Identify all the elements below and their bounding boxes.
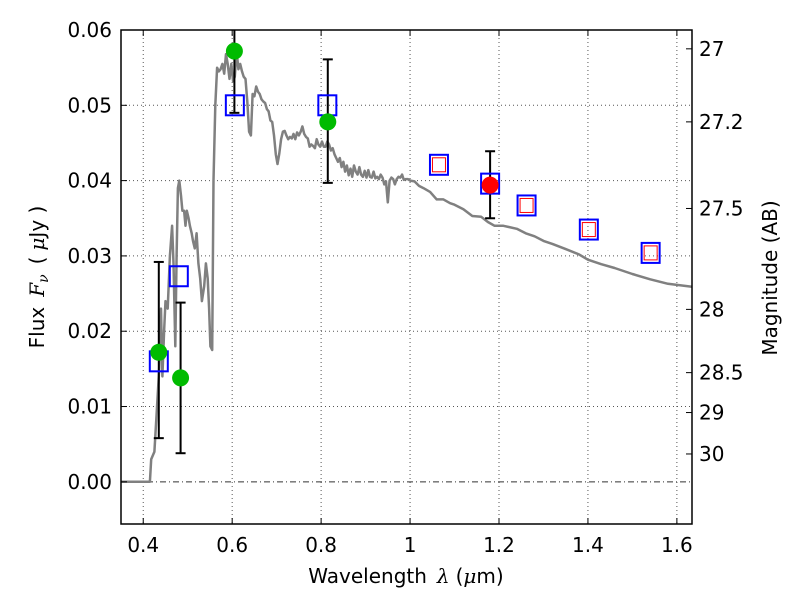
x-axis: 0.4 0.6 0.8 1 1.2 1.4 1.6 [127,30,693,557]
y-axis: 0.00 0.01 0.02 0.03 0.04 0.05 0.06 [67,18,127,494]
x-tick-label: 1.6 [661,533,693,557]
predicted-square-marker [581,222,596,238]
y-tick-label: 0.06 [67,18,112,42]
y-tick-label: 0.02 [67,319,112,343]
model-square-marker [428,153,449,176]
model-square-marker [640,241,661,264]
observed-nir-marker [481,176,499,194]
y-tick-label: 0.00 [67,470,112,494]
x-tick-label: 0.8 [305,533,337,557]
spectrum-line [121,49,692,484]
y-tick-label: 0.01 [67,395,112,419]
y2-tick-label: 27 [699,37,724,61]
x-tick-label: 1.4 [572,533,604,557]
y-axis-label: FluxFν(μJy ) [25,206,52,349]
y2-axis-label: Magnitude (AB) [758,200,782,355]
y2-tick-label: 28 [699,297,724,321]
observed-optical-marker [150,343,168,361]
y2-tick-label: 30 [699,442,724,466]
predicted-square-marker [519,197,534,213]
model-square-marker [224,94,245,117]
y2-tick-label: 27.2 [699,110,744,134]
y-tick-label: 0.04 [67,169,112,193]
predicted-square-marker [643,245,658,261]
model-square-marker [516,194,537,217]
y-tick-label: 0.03 [67,244,112,268]
observed-optical-marker [225,42,243,60]
y2-tick-label: 27.5 [699,196,744,220]
predicted-square-marker [431,157,446,173]
y-tick-label: 0.05 [67,93,112,117]
x-tick-label: 1.2 [483,533,515,557]
plot-content [121,30,692,484]
observed-optical-marker [172,369,190,387]
model-square-marker [578,218,599,241]
x-tick-label: 0.6 [216,533,248,557]
observed-optical-marker [319,113,337,131]
y2-tick-label: 29 [699,401,724,425]
y2-axis: 27 27.2 27.5 28 28.5 29 30 [686,37,744,466]
model-square-marker [168,265,189,288]
x-axis-label: Wavelength λ (μm) [308,564,503,588]
x-tick-label: 0.4 [127,533,159,557]
x-tick-label: 1 [404,533,417,557]
y2-tick-label: 28.5 [699,361,744,385]
plot-frame [120,29,693,525]
